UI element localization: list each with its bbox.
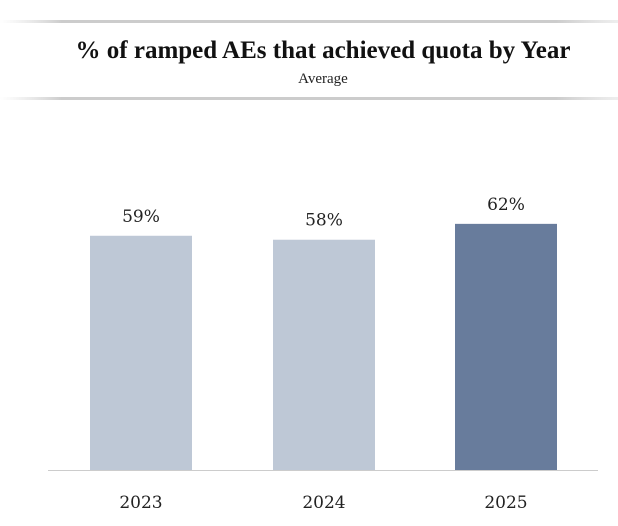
x-tick-label: 2025	[484, 493, 527, 513]
x-tick-label: 2024	[302, 493, 345, 513]
x-tick-label: 2023	[119, 493, 162, 513]
bar	[90, 235, 192, 470]
bar	[455, 223, 557, 470]
value-label: 59%	[122, 207, 160, 227]
value-label: 62%	[487, 195, 525, 215]
header-divider	[0, 97, 618, 100]
chart-title: % of ramped AEs that achieved quota by Y…	[76, 37, 571, 64]
header-divider	[0, 20, 618, 23]
chart-subtitle: Average	[298, 71, 348, 87]
value-label: 58%	[305, 211, 343, 231]
bar	[273, 239, 375, 470]
